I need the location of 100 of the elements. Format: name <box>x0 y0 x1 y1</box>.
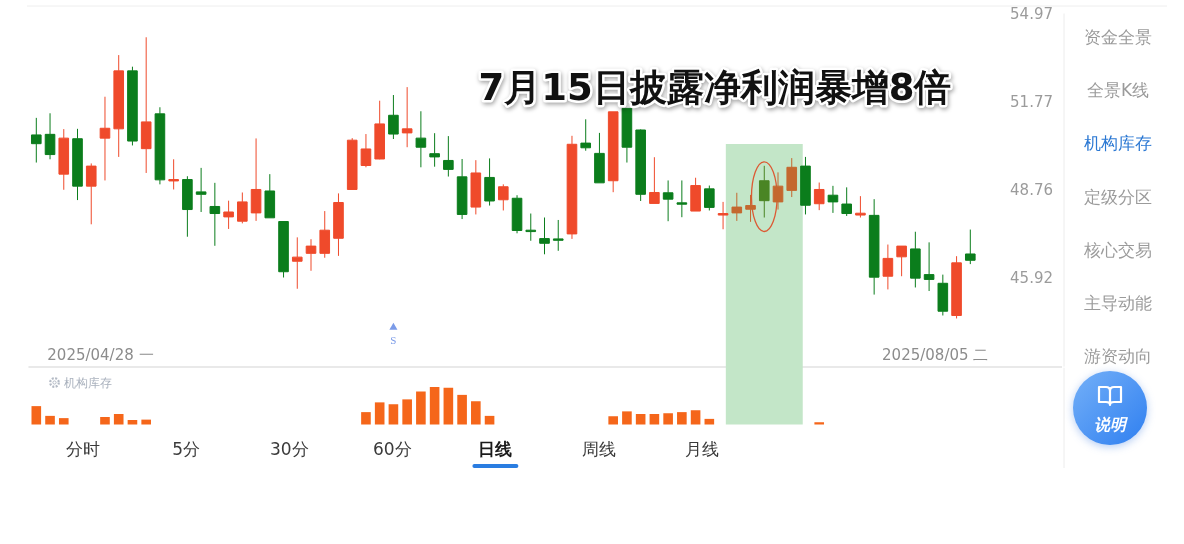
candlestick <box>182 175 193 238</box>
text: 周线 <box>581 439 616 459</box>
bar <box>663 413 673 425</box>
candlestick <box>305 238 317 272</box>
bar <box>704 418 715 425</box>
bar <box>622 411 632 425</box>
candlestick <box>882 244 894 290</box>
bar <box>361 412 371 425</box>
bar <box>127 420 138 425</box>
candlestick <box>456 158 468 220</box>
bar <box>416 391 426 425</box>
text: 全景K线 <box>1086 80 1150 101</box>
candlestick <box>140 36 152 174</box>
candlestick <box>676 179 688 218</box>
text: 游资动向 <box>1084 346 1152 367</box>
candlestick <box>484 157 495 207</box>
y-tick-label: 48.76 <box>1010 181 1053 200</box>
candlestick <box>525 213 537 242</box>
candlestick <box>649 156 660 204</box>
candlestick <box>99 96 111 181</box>
text: 说明 <box>1094 414 1128 434</box>
bar <box>471 401 481 425</box>
bar <box>484 415 495 425</box>
candlestick <box>319 210 331 259</box>
candlestick <box>813 182 825 211</box>
candlestick <box>923 241 935 292</box>
candlestick <box>113 54 125 158</box>
bar <box>443 387 454 425</box>
candlestick <box>868 198 880 296</box>
candlestick <box>497 183 509 211</box>
bar <box>388 404 399 425</box>
candlestick <box>951 255 962 319</box>
candlestick <box>360 133 372 168</box>
bar <box>457 394 467 425</box>
candlestick <box>662 179 674 222</box>
candlestick <box>635 128 646 202</box>
candlestick <box>58 128 70 191</box>
candlestick <box>72 128 83 201</box>
candlestick <box>910 231 921 288</box>
chart-title: 机构库存 <box>64 375 112 390</box>
candlestick <box>552 219 564 252</box>
candlestick <box>168 158 179 190</box>
candlestick <box>264 173 276 219</box>
text: 7月15日披露净利润暴增8倍 <box>478 66 952 109</box>
candlestick <box>704 185 715 211</box>
candlestick <box>690 177 701 212</box>
candlestick <box>154 106 166 185</box>
candlestick <box>896 245 907 277</box>
candlestick <box>717 201 729 230</box>
candlestick <box>827 185 839 214</box>
text: 日线 <box>478 439 513 459</box>
candlestick <box>209 182 221 247</box>
y-tick-label: 54.97 <box>1010 4 1053 23</box>
candlestick <box>566 135 578 240</box>
candlestick <box>30 117 42 164</box>
candlestick <box>333 192 344 257</box>
candlestick <box>580 118 592 152</box>
text: 机构库存 <box>1084 133 1152 154</box>
bar <box>608 416 618 425</box>
candlestick <box>800 156 811 215</box>
candlestick <box>758 165 770 219</box>
candlestick <box>964 229 976 265</box>
text: 5分 <box>172 439 201 459</box>
bar <box>635 414 646 425</box>
text: 分时 <box>66 439 100 459</box>
text: 月线 <box>684 439 719 459</box>
candlestick <box>223 200 234 230</box>
bar <box>374 402 385 425</box>
bar <box>100 417 110 425</box>
candlestick <box>855 195 866 219</box>
candlestick <box>621 107 633 164</box>
candlestick <box>731 192 743 222</box>
candlestick <box>44 112 56 160</box>
text: 核心交易 <box>1083 239 1152 260</box>
bar <box>141 419 151 425</box>
candlestick <box>429 132 440 168</box>
candlestick <box>127 66 138 146</box>
bar <box>58 418 69 425</box>
bar <box>690 410 701 425</box>
bar <box>45 415 55 425</box>
candlestick <box>443 135 454 178</box>
text: 30分 <box>269 439 309 459</box>
candlestick <box>937 274 949 316</box>
candlestick <box>374 100 385 160</box>
candlestick <box>539 217 550 255</box>
text: 定级分区 <box>1084 186 1152 207</box>
annotation: 2025/08/05 二 <box>882 346 989 364</box>
bar <box>814 422 825 425</box>
candlestick <box>786 157 798 198</box>
series-label: S <box>390 334 397 347</box>
bar <box>649 414 660 425</box>
text: 资金全景 <box>1084 27 1152 47</box>
bar <box>402 399 412 425</box>
candlestick <box>291 236 303 290</box>
candlestick <box>388 94 399 140</box>
candlestick <box>250 137 262 222</box>
y-tick-label: 51.77 <box>1010 92 1053 111</box>
candlestick <box>745 194 756 223</box>
candlestick <box>841 186 852 217</box>
text: 60分 <box>372 439 412 459</box>
